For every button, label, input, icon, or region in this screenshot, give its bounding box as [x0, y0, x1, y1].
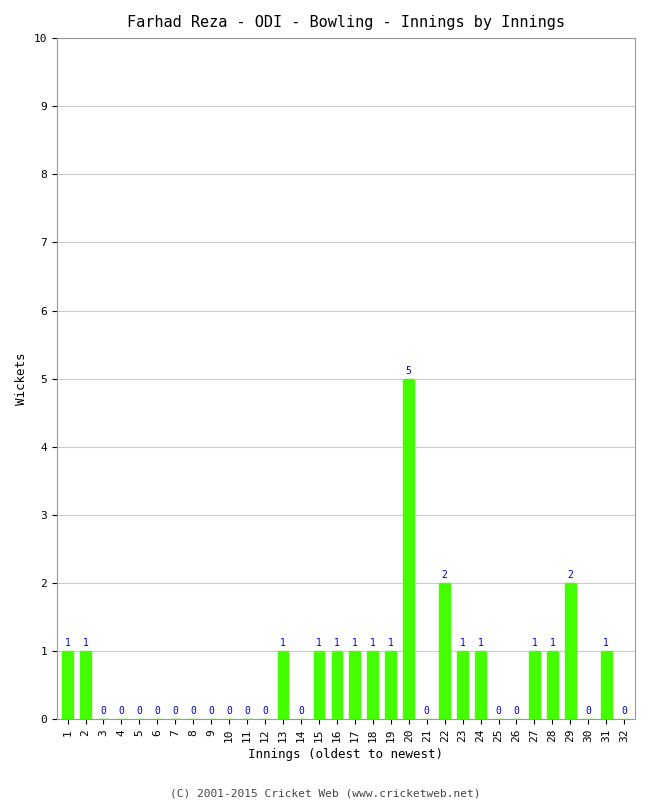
Text: 1: 1: [532, 638, 538, 648]
Title: Farhad Reza - ODI - Bowling - Innings by Innings: Farhad Reza - ODI - Bowling - Innings by…: [127, 15, 565, 30]
Text: 1: 1: [64, 638, 70, 648]
Text: 1: 1: [334, 638, 340, 648]
Text: 0: 0: [424, 706, 430, 717]
Text: 0: 0: [155, 706, 161, 717]
Text: 0: 0: [298, 706, 304, 717]
Text: 0: 0: [262, 706, 268, 717]
Bar: [62, 651, 73, 719]
Text: 0: 0: [495, 706, 501, 717]
Text: 1: 1: [603, 638, 609, 648]
Bar: [475, 651, 486, 719]
Text: 0: 0: [621, 706, 627, 717]
Bar: [601, 651, 612, 719]
Bar: [332, 651, 343, 719]
Text: 1: 1: [83, 638, 88, 648]
Text: 0: 0: [514, 706, 519, 717]
Text: 2: 2: [442, 570, 448, 580]
Bar: [439, 583, 450, 719]
Text: 1: 1: [549, 638, 555, 648]
Bar: [385, 651, 396, 719]
Text: 0: 0: [190, 706, 196, 717]
Text: 1: 1: [478, 638, 484, 648]
Text: 1: 1: [280, 638, 286, 648]
Bar: [404, 378, 414, 719]
Bar: [80, 651, 91, 719]
Text: 0: 0: [586, 706, 592, 717]
Bar: [278, 651, 289, 719]
Text: 0: 0: [208, 706, 214, 717]
Text: 1: 1: [388, 638, 394, 648]
Text: 0: 0: [226, 706, 232, 717]
Text: 1: 1: [370, 638, 376, 648]
Text: 0: 0: [172, 706, 178, 717]
Bar: [350, 651, 360, 719]
Bar: [565, 583, 576, 719]
Bar: [547, 651, 558, 719]
Text: 0: 0: [118, 706, 124, 717]
Text: 5: 5: [406, 366, 411, 376]
Bar: [367, 651, 378, 719]
Text: 1: 1: [352, 638, 358, 648]
Bar: [457, 651, 468, 719]
Text: (C) 2001-2015 Cricket Web (www.cricketweb.net): (C) 2001-2015 Cricket Web (www.cricketwe…: [170, 788, 480, 798]
Text: 1: 1: [316, 638, 322, 648]
Text: 0: 0: [136, 706, 142, 717]
X-axis label: Innings (oldest to newest): Innings (oldest to newest): [248, 748, 443, 761]
Y-axis label: Wickets: Wickets: [15, 353, 28, 405]
Text: 1: 1: [460, 638, 465, 648]
Text: 0: 0: [244, 706, 250, 717]
Bar: [529, 651, 540, 719]
Text: 2: 2: [567, 570, 573, 580]
Text: 0: 0: [101, 706, 107, 717]
Bar: [313, 651, 324, 719]
